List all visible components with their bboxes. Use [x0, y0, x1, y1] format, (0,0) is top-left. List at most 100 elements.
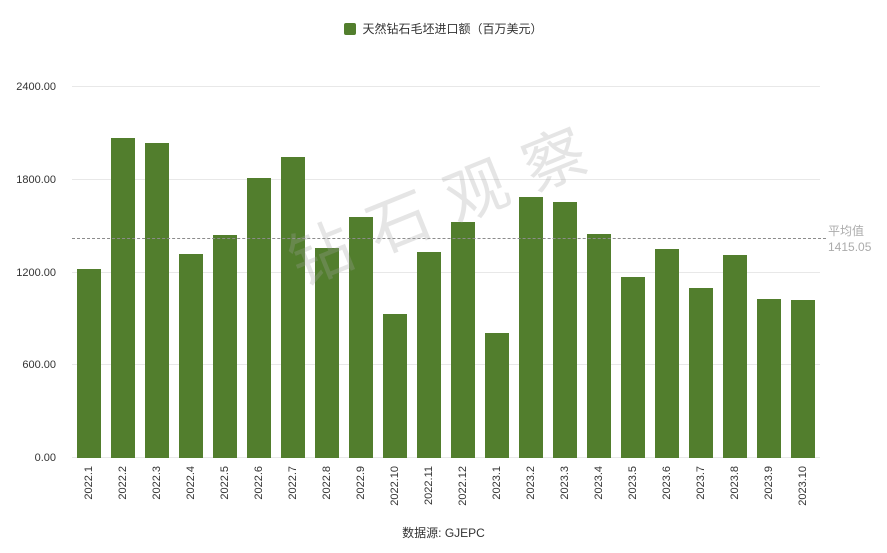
x-tick-label: 2023.8 — [729, 466, 741, 500]
y-tick-label: 1200.00 — [16, 266, 56, 279]
bar-2022.3[interactable] — [145, 142, 169, 458]
x-slot: 2022.4 — [174, 462, 208, 520]
bar-2023.9[interactable] — [757, 298, 781, 458]
x-slot: 2022.3 — [140, 462, 174, 520]
bar-2023.5[interactable] — [621, 277, 645, 458]
bar-slot — [310, 87, 344, 458]
x-tick-label: 2023.6 — [661, 466, 673, 500]
x-tick-label: 2022.11 — [423, 466, 435, 505]
x-slot: 2023.8 — [718, 462, 752, 520]
x-slot: 2023.3 — [548, 462, 582, 520]
x-tick-label: 2023.3 — [559, 466, 571, 500]
x-slot: 2022.6 — [242, 462, 276, 520]
bar-2023.10[interactable] — [791, 300, 815, 458]
bar-2022.5[interactable] — [213, 235, 237, 458]
bar-slot — [174, 87, 208, 458]
legend-item[interactable]: 天然钻石毛坯进口额（百万美元） — [0, 20, 887, 37]
bar-2023.1[interactable] — [485, 332, 509, 458]
bar-slot — [548, 87, 582, 458]
legend-marker-icon — [344, 22, 357, 35]
x-tick-label: 2023.1 — [491, 466, 503, 500]
bar-2022.1[interactable] — [77, 269, 101, 458]
x-slot: 2022.5 — [208, 462, 242, 520]
bar-slot — [582, 87, 616, 458]
x-tick-label: 2022.2 — [117, 466, 129, 500]
x-slot: 2023.7 — [684, 462, 718, 520]
bar-2022.7[interactable] — [281, 156, 305, 458]
x-tick-label: 2022.6 — [253, 466, 265, 500]
x-slot: 2022.7 — [276, 462, 310, 520]
y-tick-label: 1800.00 — [16, 173, 56, 186]
bar-slot — [650, 87, 684, 458]
x-slot: 2022.2 — [106, 462, 140, 520]
x-slot: 2022.8 — [310, 462, 344, 520]
x-slot: 2023.6 — [650, 462, 684, 520]
bar-2023.2[interactable] — [519, 196, 543, 458]
y-tick-label: 0.00 — [34, 452, 56, 464]
x-tick-label: 2022.12 — [457, 466, 469, 506]
bar-slot — [684, 87, 718, 458]
x-slot: 2023.4 — [582, 462, 616, 520]
average-label: 平均值 1415.05 — [828, 223, 871, 255]
x-slot: 2022.9 — [344, 462, 378, 520]
bar-2022.11[interactable] — [417, 251, 441, 458]
y-tick-label: 600.00 — [22, 359, 56, 372]
bar-slot — [378, 87, 412, 458]
x-tick-label: 2023.2 — [525, 466, 537, 500]
bar-slot — [140, 87, 174, 458]
bar-2023.6[interactable] — [655, 249, 679, 458]
x-tick-label: 2023.4 — [593, 466, 605, 500]
bar-slot — [514, 87, 548, 458]
gridline — [72, 86, 820, 87]
bar-2023.4[interactable] — [587, 233, 611, 458]
x-tick-label: 2023.9 — [763, 466, 775, 500]
bar-2023.8[interactable] — [723, 254, 747, 458]
bar-slot — [106, 87, 140, 458]
x-slot: 2022.1 — [72, 462, 106, 520]
bar-slot — [276, 87, 310, 458]
gridline — [72, 364, 820, 366]
x-slot: 2023.10 — [786, 462, 820, 520]
plot-area: 钻石观察 — [72, 86, 826, 458]
bar-slot — [480, 87, 514, 458]
y-tick-label: 2400.00 — [16, 81, 56, 93]
x-tick-label: 2022.3 — [151, 466, 163, 500]
bar-2022.8[interactable] — [315, 247, 339, 458]
legend-label: 天然钻石毛坯进口额（百万美元） — [362, 22, 543, 36]
average-label-text: 平均值 — [828, 224, 865, 239]
x-slot: 2023.5 — [616, 462, 650, 520]
x-tick-label: 2023.5 — [627, 466, 639, 500]
bar-2022.4[interactable] — [179, 253, 203, 458]
bar-2022.6[interactable] — [247, 178, 271, 458]
bar-slot — [752, 87, 786, 458]
bar-2022.9[interactable] — [349, 216, 373, 458]
bar-2022.12[interactable] — [451, 222, 475, 458]
x-slot: 2022.10 — [378, 462, 412, 520]
x-tick-label: 2023.7 — [695, 466, 707, 500]
x-tick-label: 2022.4 — [185, 466, 197, 500]
average-line — [72, 238, 826, 240]
x-slot: 2023.9 — [752, 462, 786, 520]
bar-slot — [208, 87, 242, 458]
bar-slot — [616, 87, 650, 458]
x-tick-label: 2022.1 — [83, 466, 95, 500]
bars-container — [72, 87, 820, 458]
x-slot: 2022.11 — [412, 462, 446, 520]
data-source: 数据源: GJEPC — [402, 526, 485, 540]
bar-slot — [412, 87, 446, 458]
bar-2023.7[interactable] — [689, 287, 713, 458]
x-tick-label: 2022.5 — [219, 466, 231, 500]
x-tick-label: 2023.10 — [797, 466, 809, 506]
bar-2022.10[interactable] — [383, 314, 407, 458]
bar-slot — [786, 87, 820, 458]
x-tick-label: 2022.10 — [389, 466, 401, 506]
x-axis: 2022.1 2022.2 2022.3 2022.4 2022.5 2022.6 2022… — [72, 462, 820, 520]
y-axis: 0.00 600.00 1200.00 1800.00 2400.00 — [0, 81, 64, 464]
bar-2022.2[interactable] — [111, 138, 135, 458]
bar-2023.3[interactable] — [553, 202, 577, 458]
x-tick-label: 2022.8 — [321, 466, 333, 500]
x-tick-label: 2022.7 — [287, 466, 299, 500]
bar-slot — [72, 87, 106, 458]
bar-slot — [718, 87, 752, 458]
